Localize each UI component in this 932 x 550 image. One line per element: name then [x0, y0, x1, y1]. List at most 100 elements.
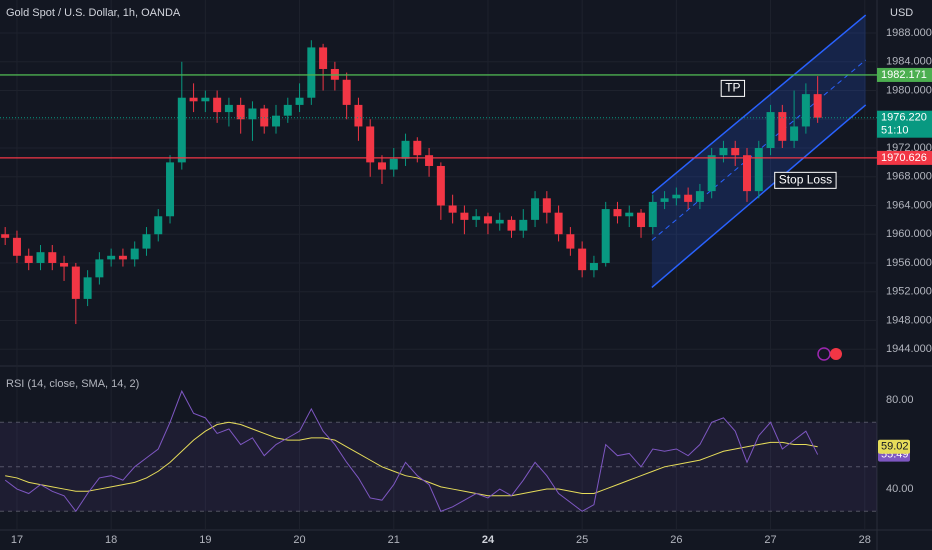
chart-title: Gold Spot / U.S. Dollar, 1h, OANDA	[6, 7, 181, 19]
candle-body	[107, 255, 116, 260]
candle-body	[307, 47, 316, 98]
candle-body	[436, 165, 445, 206]
y-tick-label: 1980.000	[886, 84, 932, 96]
y-tick-label: 1984.000	[886, 56, 932, 68]
candle-body	[166, 162, 175, 217]
y-tick-label: 1952.000	[886, 286, 932, 298]
candle-body	[625, 212, 634, 217]
x-tick-label: 20	[293, 534, 305, 546]
annotation-box	[774, 171, 837, 189]
y-tick-label: 1948.000	[886, 314, 932, 326]
candle-body	[118, 255, 127, 260]
candle-body	[637, 212, 646, 228]
price-tag	[877, 150, 932, 165]
value-tag	[878, 439, 910, 454]
candle-body	[578, 248, 587, 271]
candle-body	[12, 237, 21, 256]
last-price-label: 1976.220	[881, 112, 927, 124]
candle-body	[460, 212, 469, 220]
rsi-line	[5, 421, 818, 497]
price-tag-label: 1982.171	[881, 69, 927, 81]
y-tick-label: 80.00	[886, 394, 914, 406]
candle-body	[248, 108, 257, 120]
candle-body	[130, 248, 139, 260]
candle-body	[24, 255, 33, 263]
candle-body	[1, 234, 10, 238]
candle-body	[778, 112, 787, 141]
annotation-box	[720, 79, 746, 97]
candle-body	[201, 97, 210, 102]
candle-body	[495, 219, 504, 224]
candle-body	[589, 262, 598, 271]
candle-body	[36, 252, 45, 263]
candle-body	[801, 94, 810, 127]
candle-body	[531, 198, 540, 220]
candle-body	[154, 216, 163, 235]
y-tick-label: 40.00	[886, 483, 914, 495]
candle-body	[377, 162, 386, 170]
x-tick-label: 26	[670, 534, 682, 546]
candle-body	[142, 234, 151, 249]
price-tag-label: 1970.626	[881, 152, 927, 164]
countdown: 51:10	[881, 125, 909, 137]
candle-body	[754, 148, 763, 192]
x-tick-label: 25	[576, 534, 588, 546]
y-tick-label: 1960.000	[886, 228, 932, 240]
candle-body	[519, 219, 528, 231]
candle-body	[425, 155, 434, 166]
event-icon[interactable]	[830, 348, 842, 360]
candle-body	[295, 97, 304, 105]
candle-body	[189, 97, 198, 102]
candle-body	[319, 47, 328, 69]
value-tag-label: 59.02	[881, 441, 909, 453]
candle-body	[542, 198, 551, 213]
candle-body	[483, 216, 492, 224]
rsi-title: RSI (14, close, SMA, 14, 2)	[6, 378, 139, 390]
candle-body	[224, 104, 233, 113]
candle-body	[672, 194, 681, 199]
x-tick-label: 18	[105, 534, 117, 546]
price-tag	[877, 67, 932, 82]
x-tick-label: 28	[859, 534, 871, 546]
candle-body	[660, 198, 669, 202]
candle-body	[695, 191, 704, 202]
candle-body	[707, 155, 716, 192]
y-tick-label: 1988.000	[886, 27, 932, 39]
candle-body	[213, 97, 222, 113]
candle-body	[177, 97, 186, 163]
candle-body	[95, 259, 104, 278]
candle-body	[507, 219, 516, 231]
candle-body	[554, 212, 563, 235]
candle-body	[813, 94, 822, 118]
currency-button[interactable]: USD	[890, 7, 913, 19]
candle-body	[613, 209, 622, 217]
x-tick-label: 27	[764, 534, 776, 546]
x-tick-label: 19	[199, 534, 211, 546]
rsi-band-fill	[0, 422, 877, 512]
x-tick-label: 24	[482, 534, 495, 546]
candle-body	[236, 104, 245, 120]
candle-body	[342, 79, 351, 105]
candle-body	[401, 140, 410, 159]
candle-body	[790, 126, 799, 141]
x-tick-label: 17	[11, 534, 23, 546]
candle-body	[472, 216, 481, 220]
candle-body	[766, 112, 775, 149]
candle-body	[684, 194, 693, 202]
y-tick-label: 1944.000	[886, 343, 932, 355]
candle-body	[272, 115, 281, 127]
candle-body	[648, 201, 657, 228]
rsi-line	[4, 389, 819, 513]
candle-body	[83, 277, 92, 299]
last-price-tag	[877, 110, 932, 138]
candle-body	[389, 158, 398, 170]
candle-body	[448, 205, 457, 213]
candle-body	[60, 262, 69, 267]
annotation: TP	[725, 81, 740, 95]
y-tick-label: 1968.000	[886, 171, 932, 183]
y-tick-label: 1956.000	[886, 257, 932, 269]
annotation: Stop Loss	[779, 173, 832, 187]
